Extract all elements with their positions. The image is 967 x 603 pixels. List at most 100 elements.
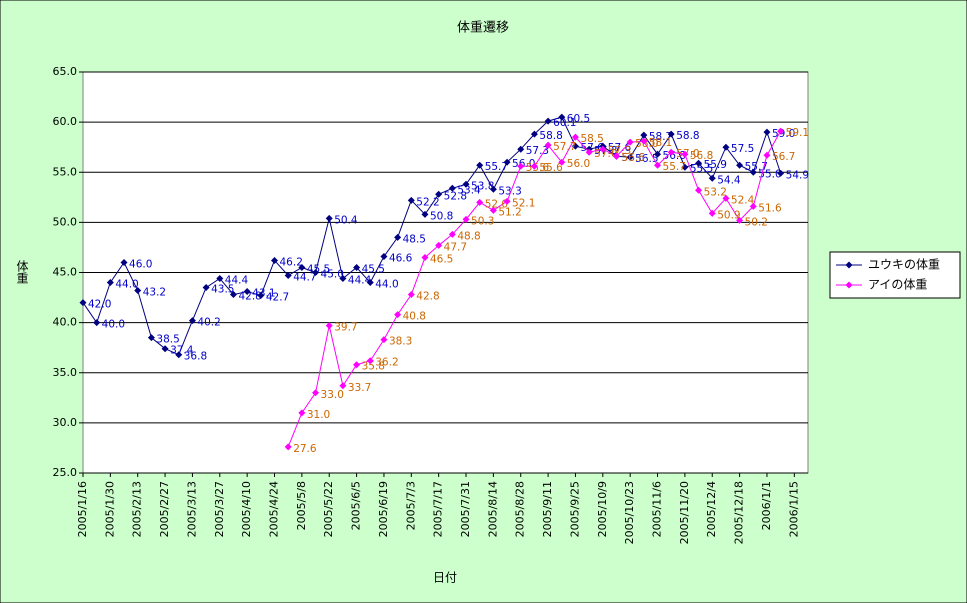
- data-point: [695, 186, 703, 194]
- data-label: 50.8: [430, 210, 453, 222]
- data-label: 60.1: [553, 117, 576, 129]
- data-point: [106, 279, 114, 287]
- data-point: [161, 345, 169, 353]
- series-line: [82, 116, 782, 356]
- data-point: [612, 152, 620, 160]
- data-point: [462, 180, 470, 188]
- data-point: [517, 145, 525, 153]
- data-label: 55.6: [539, 162, 563, 174]
- data-point: [544, 141, 552, 149]
- y-tick-label: 55.0: [53, 165, 78, 178]
- data-point: [93, 319, 101, 327]
- data-point: [202, 284, 210, 292]
- data-label: 52.4: [731, 194, 755, 206]
- data-label: 57.6: [580, 142, 604, 154]
- x-tick-label: 2005/11/20: [678, 481, 691, 544]
- data-point: [353, 263, 361, 271]
- data-point: [243, 288, 251, 296]
- data-label: 46.0: [129, 258, 152, 270]
- data-label: 45.0: [321, 269, 344, 281]
- data-point: [640, 137, 648, 145]
- data-label: 58.1: [649, 137, 672, 149]
- y-tick-label: 35.0: [53, 366, 78, 379]
- data-label: 56.6: [621, 152, 645, 164]
- data-point: [147, 334, 155, 342]
- data-label: 52.0: [485, 198, 508, 210]
- data-label: 57.6: [608, 142, 632, 154]
- data-label: 50.9: [717, 209, 740, 221]
- data-label: 35.8: [362, 361, 385, 373]
- data-label: 50.2: [745, 216, 768, 228]
- data-point: [695, 159, 703, 167]
- data-label: 42.7: [266, 292, 289, 304]
- data-point: [325, 322, 333, 330]
- data-label: 58.8: [539, 130, 562, 142]
- x-tick-label: 2005/9/25: [568, 481, 581, 537]
- data-point: [749, 168, 757, 176]
- data-point: [489, 185, 497, 193]
- data-label: 44.4: [225, 275, 249, 287]
- data-point: [763, 151, 771, 159]
- data-label: 55.6: [526, 162, 550, 174]
- legend: [829, 251, 961, 299]
- data-point: [353, 361, 361, 369]
- x-tick-label: 2005/7/17: [432, 481, 445, 537]
- x-tick-label: 2005/2/27: [158, 481, 171, 537]
- x-tick-label: 2005/4/10: [240, 481, 253, 537]
- data-label: 42.0: [88, 299, 111, 311]
- data-label: 54.4: [717, 174, 741, 186]
- data-point: [394, 233, 402, 241]
- data-label: 46.6: [389, 252, 413, 264]
- x-tick-label: 2005/10/23: [623, 481, 636, 544]
- data-label: 44.7: [293, 272, 316, 284]
- x-tick-label: 2005/7/31: [459, 481, 472, 537]
- data-point: [175, 351, 183, 359]
- data-label: 39.7: [334, 322, 357, 334]
- data-label: 55.5: [690, 163, 713, 175]
- data-point: [312, 269, 320, 276]
- data-label: 57.3: [526, 145, 549, 157]
- data-point: [284, 443, 292, 451]
- x-tick-label: 2005/5/22: [322, 481, 335, 537]
- data-label: 52.1: [512, 197, 535, 209]
- x-tick-label: 2005/2/13: [131, 481, 144, 537]
- data-label: 46.5: [430, 253, 453, 265]
- data-label: 50.4: [334, 214, 358, 226]
- data-point: [476, 161, 484, 169]
- data-label: 57.0: [594, 148, 617, 160]
- data-label: 51.2: [498, 206, 521, 218]
- data-point: [394, 311, 402, 319]
- data-label: 56.6: [621, 152, 645, 164]
- data-label: 38.5: [156, 334, 179, 346]
- x-tick-label: 2005/11/6: [651, 481, 664, 537]
- data-point: [407, 196, 415, 204]
- data-label: 58.8: [676, 130, 699, 142]
- data-point: [448, 230, 456, 238]
- data-label: 52.2: [416, 196, 439, 208]
- data-label: 55.9: [704, 159, 727, 171]
- data-label: 56.0: [567, 158, 590, 170]
- data-point: [558, 113, 566, 121]
- y-tick-label: 50.0: [53, 215, 78, 228]
- x-axis-label: 日付: [433, 571, 457, 585]
- data-point: [503, 197, 511, 205]
- data-point: [134, 287, 142, 295]
- data-point: [229, 291, 237, 299]
- x-tick-label: 2005/8/28: [514, 481, 527, 537]
- data-point: [599, 145, 607, 153]
- data-label: 40.0: [102, 319, 125, 331]
- data-point: [407, 291, 415, 299]
- data-label: 48.5: [403, 233, 426, 245]
- data-point: [517, 162, 525, 170]
- data-label: 58.5: [580, 133, 603, 145]
- data-point: [448, 184, 456, 192]
- data-point: [366, 357, 374, 365]
- data-label: 56.7: [772, 151, 795, 163]
- data-label: 44.0: [115, 279, 138, 291]
- x-tick-label: 2005/3/13: [185, 481, 198, 537]
- x-tick-label: 2005/8/14: [486, 481, 499, 537]
- data-point: [667, 148, 675, 156]
- data-label: 54.9: [786, 169, 809, 181]
- data-label: 40.2: [197, 317, 220, 329]
- legend-marker: [845, 281, 853, 289]
